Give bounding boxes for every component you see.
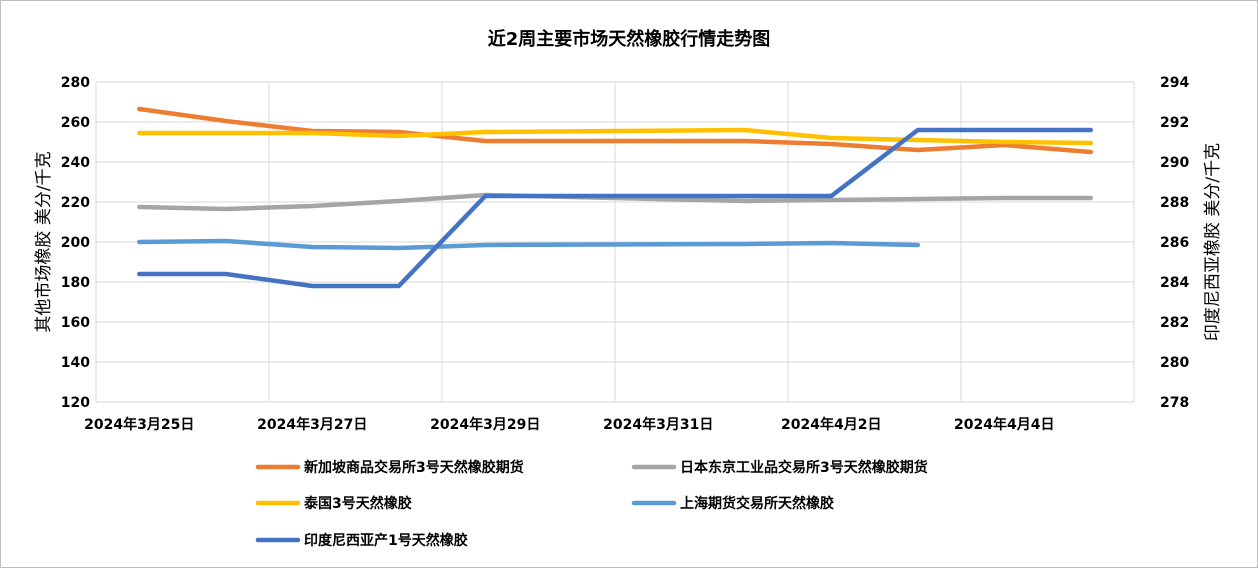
- x-tick-label: 2024年3月27日: [257, 416, 367, 433]
- legend-item: 上海期货交易所天然橡胶: [631, 495, 834, 512]
- right-tick-label: 286: [1160, 235, 1189, 251]
- legend-label: 日本东京工业品交易所3号天然橡胶期货: [680, 459, 928, 476]
- left-tick-label: 200: [61, 235, 90, 251]
- x-tick-label: 2024年3月31日: [603, 416, 713, 433]
- right-tick-label: 282: [1160, 315, 1189, 331]
- series-line-3: [137, 127, 1094, 146]
- right-tick-label: 278: [1160, 395, 1189, 411]
- right-y-axis-ticks: 278 280 282 284 286 288 290 292 294: [1160, 75, 1189, 411]
- legend-label: 上海期货交易所天然橡胶: [680, 495, 834, 512]
- right-tick-label: 290: [1160, 155, 1189, 171]
- series-lines: [137, 106, 1094, 289]
- right-y-axis-label: 印度尼西亚橡胶 美分/千克: [1203, 143, 1223, 341]
- legend-label: 泰国3号天然橡胶: [303, 495, 412, 512]
- left-tick-label: 240: [61, 155, 90, 171]
- left-tick-label: 180: [61, 275, 90, 291]
- left-tick-label: 220: [61, 195, 90, 211]
- right-tick-label: 284: [1160, 275, 1189, 291]
- right-tick-label: 294: [1160, 75, 1189, 91]
- series-line-1: [137, 106, 1094, 155]
- left-tick-label: 160: [61, 315, 90, 331]
- legend-item: 泰国3号天然橡胶: [255, 495, 412, 512]
- left-tick-label: 280: [61, 75, 90, 91]
- x-tick-label: 2024年3月29日: [430, 416, 540, 433]
- series-line-4: [137, 238, 921, 251]
- legend-item: 印度尼西亚产1号天然橡胶: [255, 532, 468, 549]
- left-tick-label: 140: [61, 355, 90, 371]
- legend: 新加坡商品交易所3号天然橡胶期货 日本东京工业品交易所3号天然橡胶期货泰国3号天然…: [255, 459, 928, 549]
- series-line-5: [137, 127, 1094, 289]
- left-y-axis-label: 其他市场橡胶 美分/千克: [34, 151, 54, 332]
- legend-item: 日本东京工业品交易所3号天然橡胶期货: [631, 459, 928, 476]
- legend-label: 印度尼西亚产1号天然橡胶: [304, 532, 468, 549]
- chart-title: 近2周主要市场天然橡胶行情走势图: [488, 28, 771, 50]
- left-y-axis-ticks: 120 140 160 180 200 220 240 260 280: [61, 75, 90, 411]
- right-tick-label: 280: [1160, 355, 1189, 371]
- right-tick-label: 292: [1160, 115, 1189, 131]
- left-tick-label: 120: [61, 395, 90, 411]
- right-tick-label: 288: [1160, 195, 1189, 211]
- x-tick-label: 2024年4月4日: [954, 416, 1054, 433]
- legend-label: 新加坡商品交易所3号天然橡胶期货: [304, 459, 524, 476]
- x-tick-label: 2024年4月2日: [781, 416, 881, 433]
- x-axis-ticks: 2024年3月25日 2024年3月27日 2024年3月29日 2024年3月31日…: [84, 416, 1054, 433]
- x-tick-label: 2024年3月25日: [84, 416, 194, 433]
- left-tick-label: 260: [61, 115, 90, 131]
- legend-item: 新加坡商品交易所3号天然橡胶期货: [255, 459, 524, 476]
